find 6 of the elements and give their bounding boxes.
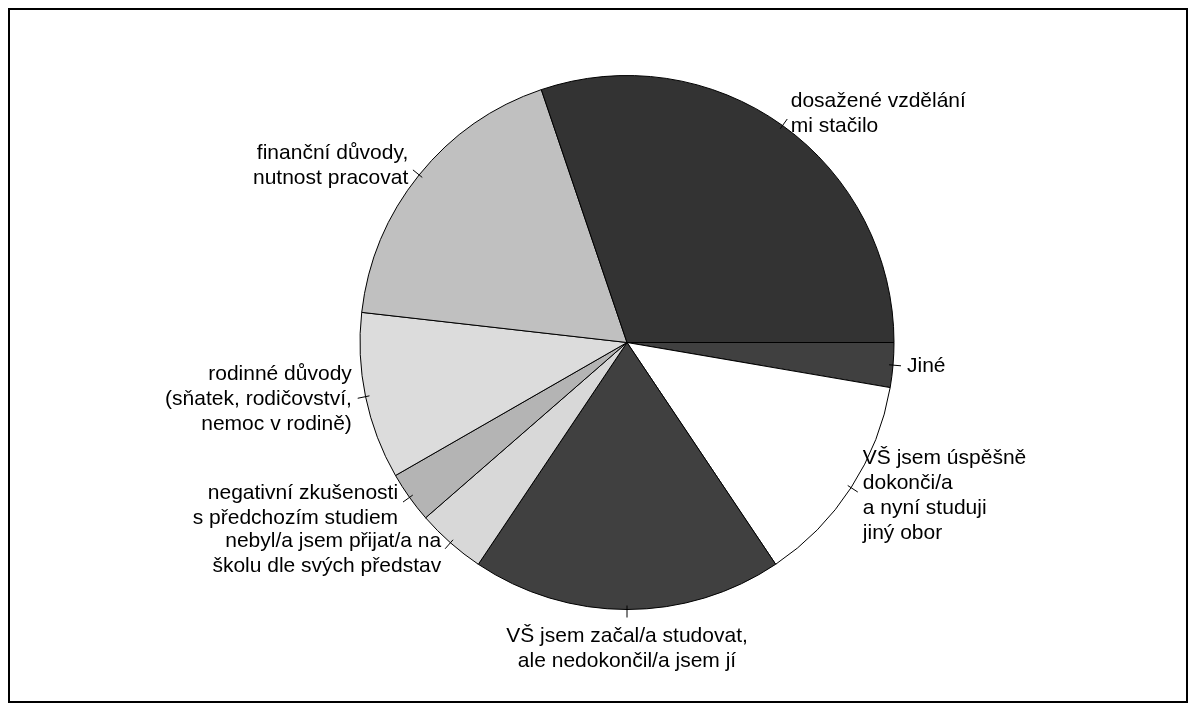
slice-label: dosažené vzdělání mi stačilo [790, 88, 967, 137]
slice-label: VŠ jsem začal/a studovat, ale nedokončil/a jsem jí [506, 622, 748, 671]
slice-label: nebyl/a jsem přijat/a na školu dle svých představ [212, 527, 442, 576]
slice-label: finanční důvody, nutnost pracovat [252, 140, 409, 189]
slice-label: Jiné [906, 353, 946, 377]
slice-label: rodinné důvody (sňatek, rodičovství, nemoc v rodině) [165, 361, 353, 435]
